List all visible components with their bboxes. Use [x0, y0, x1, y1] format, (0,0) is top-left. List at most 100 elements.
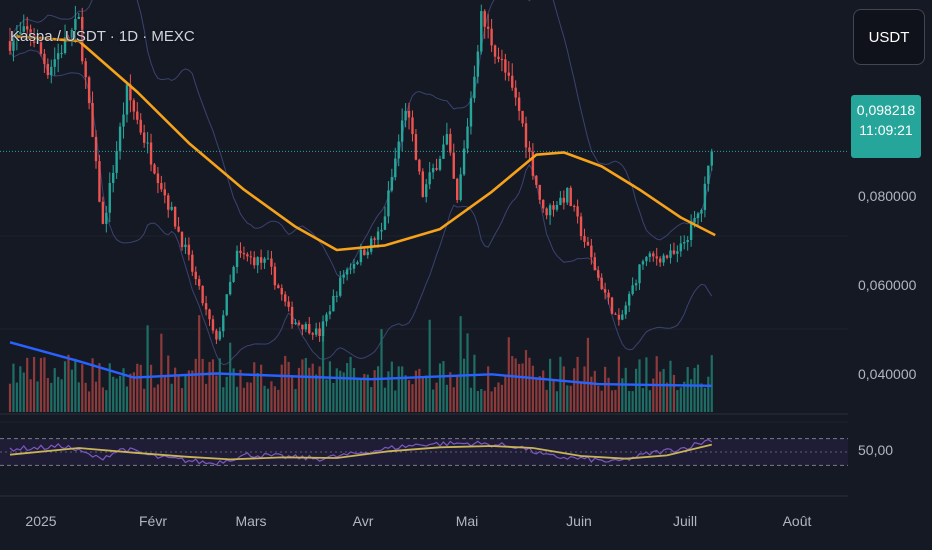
- candle-body: [610, 297, 614, 314]
- volume-bar: [136, 363, 139, 412]
- volume-bar: [19, 366, 22, 412]
- candle-body: [686, 240, 689, 243]
- candle-body: [105, 212, 108, 224]
- candle-body: [311, 333, 314, 335]
- volume-bar: [528, 357, 531, 412]
- volume-bar: [552, 381, 555, 412]
- volume-bar: [366, 374, 369, 412]
- volume-bar: [432, 389, 435, 412]
- candle-body: [397, 141, 400, 159]
- volume-bar: [693, 367, 696, 412]
- volume-bar: [225, 376, 228, 412]
- volume-bar: [421, 377, 424, 412]
- volume-bar: [156, 384, 160, 412]
- volume-bar: [108, 363, 111, 412]
- volume-bar: [641, 388, 645, 412]
- candle-body: [167, 195, 170, 210]
- candle-body: [263, 258, 266, 263]
- candle-body: [94, 136, 98, 162]
- volume-bar: [115, 378, 118, 412]
- volume-bar: [174, 367, 177, 412]
- candle-body: [621, 314, 624, 320]
- volume-bar: [659, 371, 662, 412]
- volume-ma-line: [9, 341, 712, 387]
- volume-bar: [125, 386, 129, 412]
- volume-bar: [77, 382, 80, 412]
- volume-bar: [294, 389, 297, 412]
- volume-bar: [346, 363, 349, 412]
- volume-bar: [493, 387, 497, 412]
- candle-body: [370, 238, 373, 252]
- candle-body: [232, 266, 235, 282]
- volume-bar: [514, 358, 517, 412]
- candle-body: [170, 206, 173, 210]
- candle-body: [438, 158, 442, 170]
- volume-bar: [511, 356, 514, 412]
- candle-body: [600, 277, 603, 290]
- volume-bar: [149, 364, 153, 412]
- volume-bar: [198, 315, 201, 412]
- volume-bar: [507, 337, 510, 412]
- candle-body: [287, 301, 290, 307]
- volume-bar: [98, 363, 101, 412]
- volume-bar: [531, 365, 534, 412]
- candle-body: [407, 110, 411, 118]
- candle-body: [194, 271, 197, 280]
- volume-bar: [208, 361, 211, 412]
- candle-body: [631, 285, 634, 294]
- candle-body: [703, 183, 707, 210]
- candle-body: [321, 321, 325, 337]
- candle-body: [696, 213, 700, 219]
- candle-body: [242, 253, 246, 255]
- candle-body: [490, 28, 493, 46]
- candle-body: [480, 11, 483, 52]
- volume-bar: [469, 387, 473, 412]
- candle-body: [98, 161, 101, 202]
- bar-countdown: 11:09:21: [859, 122, 913, 138]
- volume-bar: [242, 387, 246, 412]
- candle-body: [314, 328, 318, 335]
- volume-bar: [521, 363, 524, 412]
- currency-button[interactable]: USDT: [853, 9, 925, 65]
- candle-body: [658, 258, 662, 263]
- volume-bar: [597, 385, 600, 412]
- volume-bar: [435, 382, 438, 412]
- volume-bar: [555, 391, 559, 412]
- volume-bar: [407, 380, 411, 412]
- volume-bar: [700, 383, 703, 412]
- volume-bar: [614, 389, 617, 412]
- candle-body: [511, 75, 514, 88]
- candle-body: [449, 134, 452, 153]
- x-tick-label: Août: [782, 513, 812, 529]
- y-tick-label: 0,060000: [858, 277, 917, 293]
- volume-bar: [263, 385, 266, 412]
- candle-body: [39, 41, 43, 54]
- volume-bar: [232, 368, 235, 412]
- volume-bar: [428, 319, 431, 412]
- volume-bar: [284, 355, 287, 412]
- volume-bar: [143, 388, 146, 412]
- volume-bar: [12, 363, 15, 412]
- volume-bar: [266, 388, 270, 412]
- candle-body: [566, 187, 569, 203]
- candle-body: [672, 250, 676, 254]
- volume-bar: [524, 350, 528, 412]
- volume-bar: [394, 390, 397, 412]
- volume-bar: [215, 375, 218, 412]
- candle-body: [425, 184, 428, 197]
- volume-bar: [414, 370, 418, 412]
- volume-bar: [256, 373, 259, 412]
- volume-bar: [153, 387, 156, 412]
- candle-body: [421, 171, 424, 197]
- candle-body: [301, 324, 304, 330]
- volume-bar: [376, 366, 380, 412]
- candle-body: [628, 293, 631, 306]
- volume-bar: [22, 372, 25, 412]
- last-price-tag: 0,098218 11:09:21: [851, 95, 921, 158]
- candle-body: [641, 261, 645, 265]
- volume-bar: [690, 379, 693, 412]
- volume-bar: [8, 383, 12, 412]
- volume-bar: [260, 364, 263, 412]
- volume-bar: [380, 329, 383, 412]
